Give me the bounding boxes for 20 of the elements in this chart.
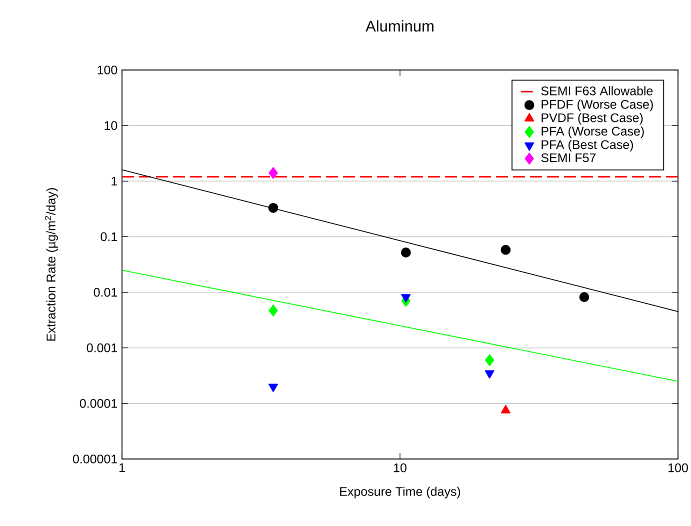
- y-tick-label: 0.0001: [80, 399, 118, 408]
- y-tick-label: 0.1: [100, 232, 118, 242]
- y-axis-title: Extraction Rate (µg/m$^{2}$/day): [44, 188, 58, 341]
- chart-title: Aluminum: [366, 20, 434, 32]
- y-tick-label: 1: [112, 176, 118, 186]
- legend-label: PFDF (Worse Case): [542, 100, 653, 112]
- x-tick-label: 10: [394, 463, 406, 472]
- legend-label: SEMI F63 Allowable: [541, 86, 653, 96]
- legend-label: SEMI F57: [541, 153, 596, 162]
- x-axis-title: Exposure Time (days): [340, 486, 460, 498]
- legend-label: PVDF (Best Case): [542, 113, 643, 125]
- y-tick-label: 10: [104, 121, 118, 130]
- legend-label: PFA (Best Case): [542, 140, 633, 152]
- x-tick-label: 1: [119, 463, 125, 472]
- legend-label: PFA (Worse Case): [542, 126, 644, 138]
- y-tick-label: 100: [98, 66, 118, 74]
- y-tick-label: 0.00001: [72, 454, 118, 464]
- x-tick-label: 100: [668, 463, 688, 472]
- y-tick-label: 0.001: [86, 343, 118, 352]
- y-tick-label: 0.01: [94, 288, 118, 297]
